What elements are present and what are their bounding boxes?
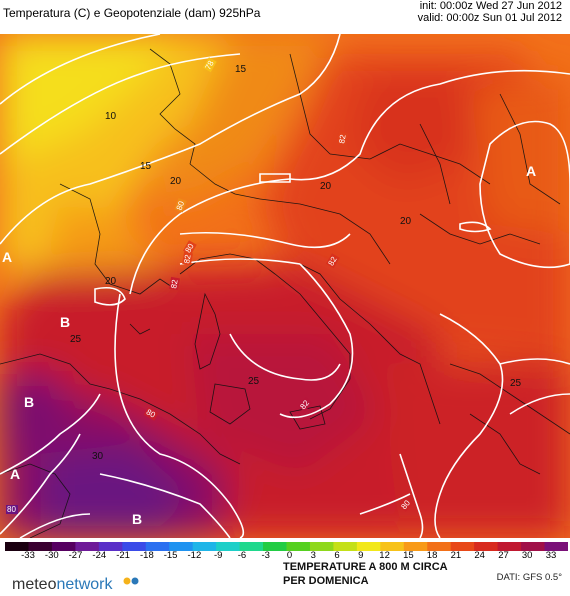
color-scale-tick-label: 0 [286, 550, 293, 561]
color-scale-tick-label: -27 [68, 550, 83, 561]
svg-text:30: 30 [92, 451, 104, 462]
svg-text:80: 80 [175, 199, 187, 211]
color-scale-tick-label: 3 [310, 550, 316, 561]
color-scale-tick-label: 21 [450, 550, 462, 561]
high-pressure-label: A [526, 163, 536, 179]
color-scale-segment [263, 542, 287, 551]
svg-text:15: 15 [140, 161, 152, 172]
color-scale-tick-label: -6 [237, 550, 247, 561]
color-scale-tick-label: -12 [187, 550, 202, 561]
color-scale-tick-label: -15 [163, 550, 178, 561]
color-scale-segment [380, 542, 405, 551]
logo-dots-icon [123, 577, 139, 585]
color-scale-segment [356, 542, 381, 551]
svg-text:10: 10 [105, 111, 117, 122]
color-scale-ticks: -33 -30 -27 -24 -21 -18 -15 -12 -9 -6 -3 0 3 6 9 12 15 18… [0, 550, 570, 564]
color-scale-tick-label: 24 [474, 550, 485, 561]
svg-text:82: 82 [337, 133, 348, 144]
color-scale-tick-label: -9 [213, 550, 223, 561]
meteonetwork-logo: meteonetwork [12, 576, 113, 593]
valid-time: valid: 00:00z Sun 01 Jul 2012 [417, 12, 562, 24]
color-scale-segment [28, 542, 53, 551]
color-scale-segment [450, 542, 475, 551]
svg-text:20: 20 [170, 176, 182, 187]
color-scale-tick-label: 18 [426, 550, 438, 561]
color-scale-segment [192, 542, 217, 551]
color-scale-segment [51, 542, 76, 551]
color-scale-tick-label: 33 [545, 550, 557, 561]
high-pressure-label: A [2, 249, 12, 265]
temperature-map: A A B B A B 10 15 15 20 20 20 20 25 25 3… [0, 34, 570, 538]
color-scale-segment [427, 542, 452, 551]
color-scale-tick-label: 6 [334, 550, 340, 561]
color-scale-segment [403, 542, 428, 551]
high-pressure-label: A [10, 466, 20, 482]
color-scale-segment [333, 542, 358, 551]
svg-text:25: 25 [248, 376, 260, 387]
color-scale-tick-label: -21 [116, 550, 130, 561]
svg-text:20: 20 [320, 181, 332, 192]
color-scale-segment [122, 542, 147, 551]
svg-text:25: 25 [510, 378, 522, 389]
color-scale-segment [239, 542, 264, 551]
low-pressure-label: B [24, 394, 34, 410]
color-scale-segment [145, 542, 170, 551]
color-scale-segment [98, 542, 123, 551]
map-caption: TEMPERATURE A 800 M CIRCA PER DOMENICA [283, 560, 448, 588]
color-scale-tick-label: 30 [521, 550, 533, 561]
map-title: Temperatura (C) e Geopotenziale (dam) 92… [3, 6, 261, 20]
caption-line-1: TEMPERATURE A 800 M CIRCA [283, 561, 448, 573]
caption-line-2: PER DOMENICA [283, 575, 369, 587]
svg-text:20: 20 [105, 276, 117, 287]
color-scale-tick-label: 15 [403, 550, 414, 561]
low-pressure-label: B [132, 511, 142, 527]
temperature-color-scale [5, 542, 568, 551]
svg-text:80: 80 [7, 505, 16, 514]
color-scale-tick-label: 27 [498, 550, 509, 561]
color-scale-tick-label: -33 [21, 550, 35, 561]
init-time: init: 00:00z Wed 27 Jun 2012 [419, 0, 562, 12]
color-scale-tick-label: -18 [140, 550, 154, 561]
svg-text:82: 82 [169, 278, 180, 289]
svg-text:15: 15 [235, 64, 247, 75]
data-source-label: DATI: GFS 0.5° [496, 572, 562, 583]
svg-text:82: 82 [182, 253, 193, 264]
color-scale-segment [216, 542, 241, 551]
color-scale-segment [544, 542, 568, 551]
color-scale-segment [521, 542, 546, 551]
color-scale-tick-label: -24 [92, 550, 107, 561]
color-scale-tick-label: -30 [44, 550, 59, 561]
svg-text:20: 20 [400, 216, 412, 227]
color-scale-segment [75, 542, 100, 551]
color-scale-segment [474, 542, 499, 551]
svg-text:25: 25 [70, 334, 82, 345]
color-scale-tick-label: 9 [358, 550, 364, 561]
color-scale-segment [309, 542, 334, 551]
color-scale-segment [497, 542, 522, 551]
color-scale-segment [5, 542, 29, 551]
color-scale-tick-label: -3 [261, 550, 270, 561]
color-scale-segment [286, 542, 311, 551]
low-pressure-label: B [60, 314, 70, 330]
color-scale-segment [169, 542, 194, 551]
color-scale-tick-label: 12 [379, 550, 390, 561]
